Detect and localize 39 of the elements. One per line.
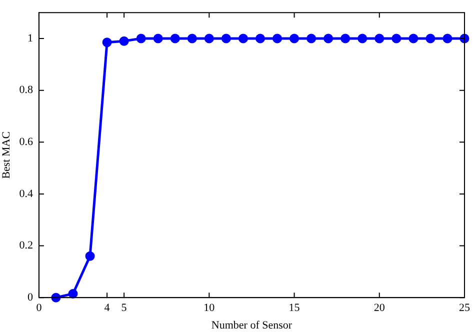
- point: [426, 34, 436, 44]
- y-axis-title: Best MAC: [0, 131, 12, 179]
- point: [290, 34, 300, 44]
- x-tick-label: 10: [204, 302, 216, 314]
- point: [153, 34, 163, 44]
- point: [136, 34, 146, 44]
- point: [374, 34, 384, 44]
- point: [324, 34, 334, 44]
- y-tick-label: 0.2: [19, 240, 33, 252]
- point: [272, 34, 282, 44]
- point: [408, 34, 418, 44]
- point: [51, 292, 61, 302]
- point: [187, 34, 197, 44]
- point: [442, 34, 452, 44]
- point: [170, 34, 180, 44]
- x-axis-title: Number of Sensor: [211, 319, 292, 332]
- y-tick-label: 1: [27, 32, 33, 44]
- point: [255, 34, 265, 44]
- x-tick-label: 15: [288, 302, 300, 314]
- y-tick-label: 0.8: [19, 84, 34, 96]
- point: [119, 36, 129, 46]
- point: [358, 34, 368, 44]
- point: [306, 34, 316, 44]
- point: [68, 288, 78, 298]
- point: [392, 34, 402, 44]
- x-tick-label: 4: [104, 302, 110, 314]
- point: [85, 251, 95, 261]
- x-tick-label: 20: [374, 302, 386, 314]
- point: [238, 34, 248, 44]
- x-tick-label: 25: [459, 302, 470, 314]
- y-tick-label: 0: [27, 291, 34, 304]
- x-tick-label: 0: [36, 302, 42, 314]
- y-tick-label: 0.6: [19, 136, 34, 148]
- y-tick-label: 0.4: [19, 188, 34, 200]
- x-tick-label: 5: [121, 302, 128, 314]
- point: [102, 38, 112, 48]
- point: [221, 34, 231, 44]
- point: [340, 34, 350, 44]
- point: [204, 34, 214, 44]
